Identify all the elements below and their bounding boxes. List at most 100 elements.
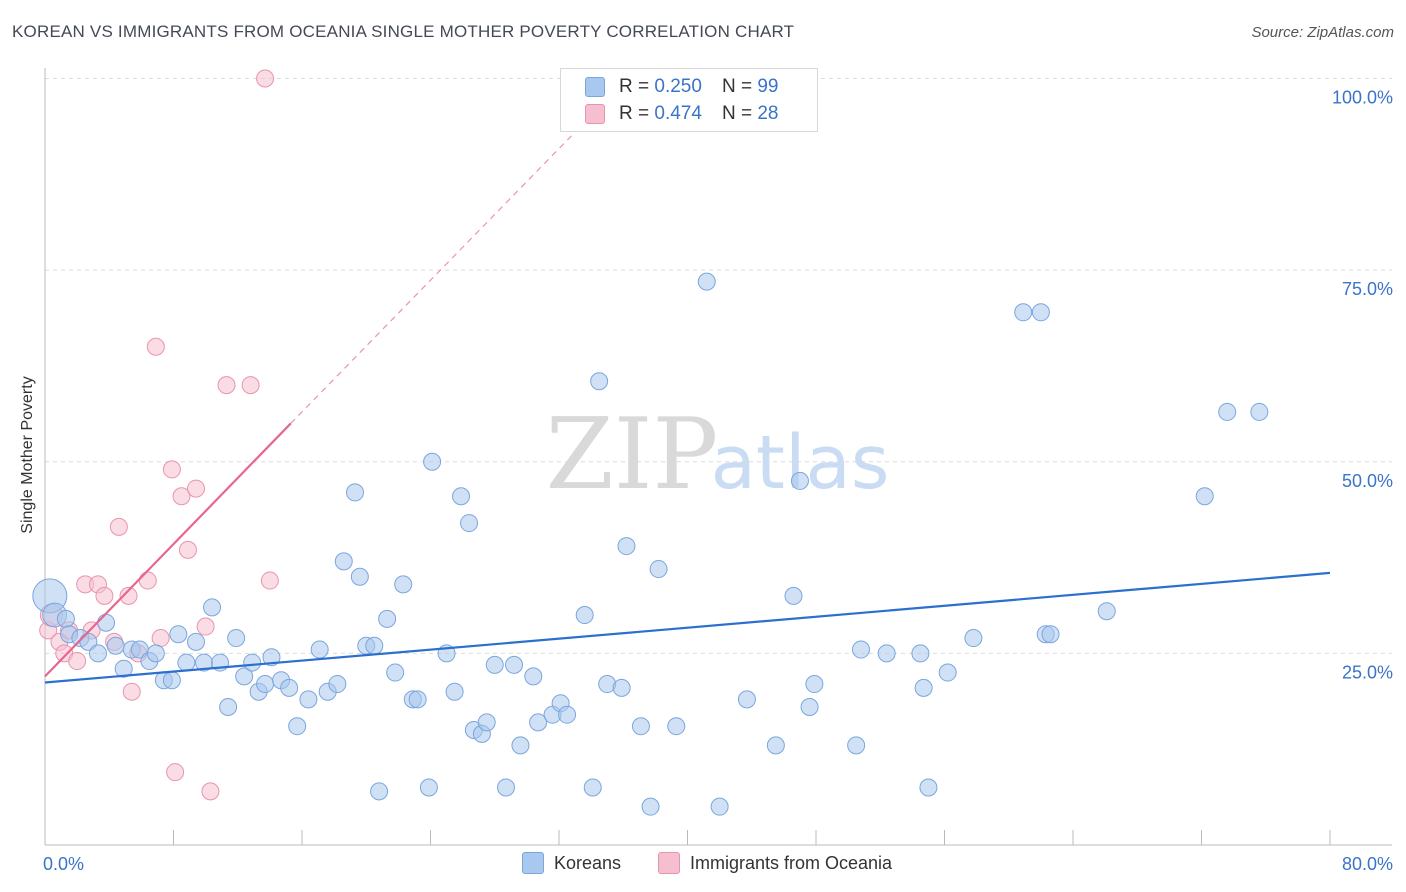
legend-label-koreans: Koreans [554,852,622,873]
oceania-point [166,763,185,782]
oceania-point [172,487,191,506]
oceania-point [122,682,141,701]
watermark: ZIP atlas [546,398,890,512]
korean-point [162,671,181,690]
korean-point [511,736,530,755]
legend-label-oceania: Immigrants from Oceania [690,852,893,873]
korean-point [350,567,369,586]
korean-point [851,640,870,659]
korean-point [1097,602,1116,621]
korean-point [378,609,397,628]
korean-point [394,575,413,594]
legend-swatch-koreans [585,77,605,97]
legend-n-label: N = [721,76,753,97]
legend-r-value-koreans: 0.250 [654,76,702,97]
korean-point [784,586,803,605]
oceania-point [151,629,170,648]
korean-point [631,717,650,736]
korean-point [169,625,188,644]
source-label: Source: ZipAtlas.com [1251,24,1394,41]
korean-point [186,632,205,651]
korean-point [106,636,125,655]
korean-point [419,778,438,797]
oceania-point [119,586,138,605]
oceania-point [260,571,279,590]
korean-point [505,655,524,674]
oceania-point [196,617,215,636]
oceania-point [217,376,236,395]
korean-points [32,272,1269,816]
korean-point [1031,303,1050,322]
korean-point [56,609,75,628]
korean-point [452,487,471,506]
y-tick-label: 25.0% [1342,662,1393,682]
trend-lines [44,131,1331,684]
x-tick-label-max: 80.0% [1342,854,1393,874]
y-tick-label: 50.0% [1342,471,1393,491]
korean-point [365,636,384,655]
korean-point [485,655,504,674]
korean-point [590,372,609,391]
oceania-point [138,571,157,590]
legend-item-koreans[interactable]: Koreans [522,852,621,874]
korean-point [737,690,756,709]
korean-point [460,514,479,533]
korean-point [766,736,785,755]
series-legend: Koreans Immigrants from Oceania [0,852,1406,878]
korean-point [177,653,196,672]
korean-point [641,797,660,816]
korean-point [1250,402,1269,421]
korean-point [256,675,275,694]
oceania-trend-extension [290,131,576,424]
y-tick-label: 75.0% [1342,279,1393,299]
legend-r-label: R = [619,76,650,97]
oceania-point [186,479,205,498]
korean-point [310,640,329,659]
tick-labels: 25.0% 50.0% 75.0% 100.0% 0.0% 80.0% [43,88,1393,875]
oceania-point [109,517,128,536]
oceania-point [178,540,197,559]
korean-point [423,452,442,471]
watermark-atlas: atlas [711,420,890,506]
korean-point [583,778,602,797]
korean-point [408,690,427,709]
korean-point [235,667,254,686]
korean-point [114,659,133,678]
oceania-point [162,460,181,479]
oceania-point [241,376,260,395]
korean-point [386,663,405,682]
y-tick-label: 100.0% [1332,88,1393,108]
oceania-trend-line [44,422,292,678]
oceania-point [68,652,87,671]
korean-point [911,644,930,663]
korean-point [919,778,938,797]
korean-point [877,644,896,663]
korean-point [790,471,809,490]
korean-point [262,648,281,667]
legend-row-koreans: R = 0.250 N = 99 [585,75,778,99]
korean-point [964,629,983,648]
korean-point [89,644,108,663]
legend-n-label: N = [721,103,753,124]
legend-row-oceania: R = 0.474 N = 28 [585,102,779,126]
korean-point [243,653,262,672]
korean-point [328,675,347,694]
korean-point [805,675,824,694]
korean-point [612,678,631,697]
korean-point [445,682,464,701]
korean-point [847,736,866,755]
legend-item-oceania[interactable]: Immigrants from Oceania [658,852,892,874]
axes [44,68,1392,846]
stats-legend: R = 0.250 N = 99 R = 0.474 N = 28 [560,68,818,132]
legend-swatch-koreans [522,852,544,874]
korean-point [299,690,318,709]
korean-point [667,717,686,736]
chart-title: KOREAN VS IMMIGRANTS FROM OCEANIA SINGLE… [12,22,795,41]
korean-point [697,272,716,291]
korean-point [938,663,957,682]
x-tick-label-min: 0.0% [43,854,84,874]
korean-point [575,606,594,625]
korean-point [914,678,933,697]
korean-point [649,560,668,579]
legend-n-value-oceania: 28 [757,103,779,124]
